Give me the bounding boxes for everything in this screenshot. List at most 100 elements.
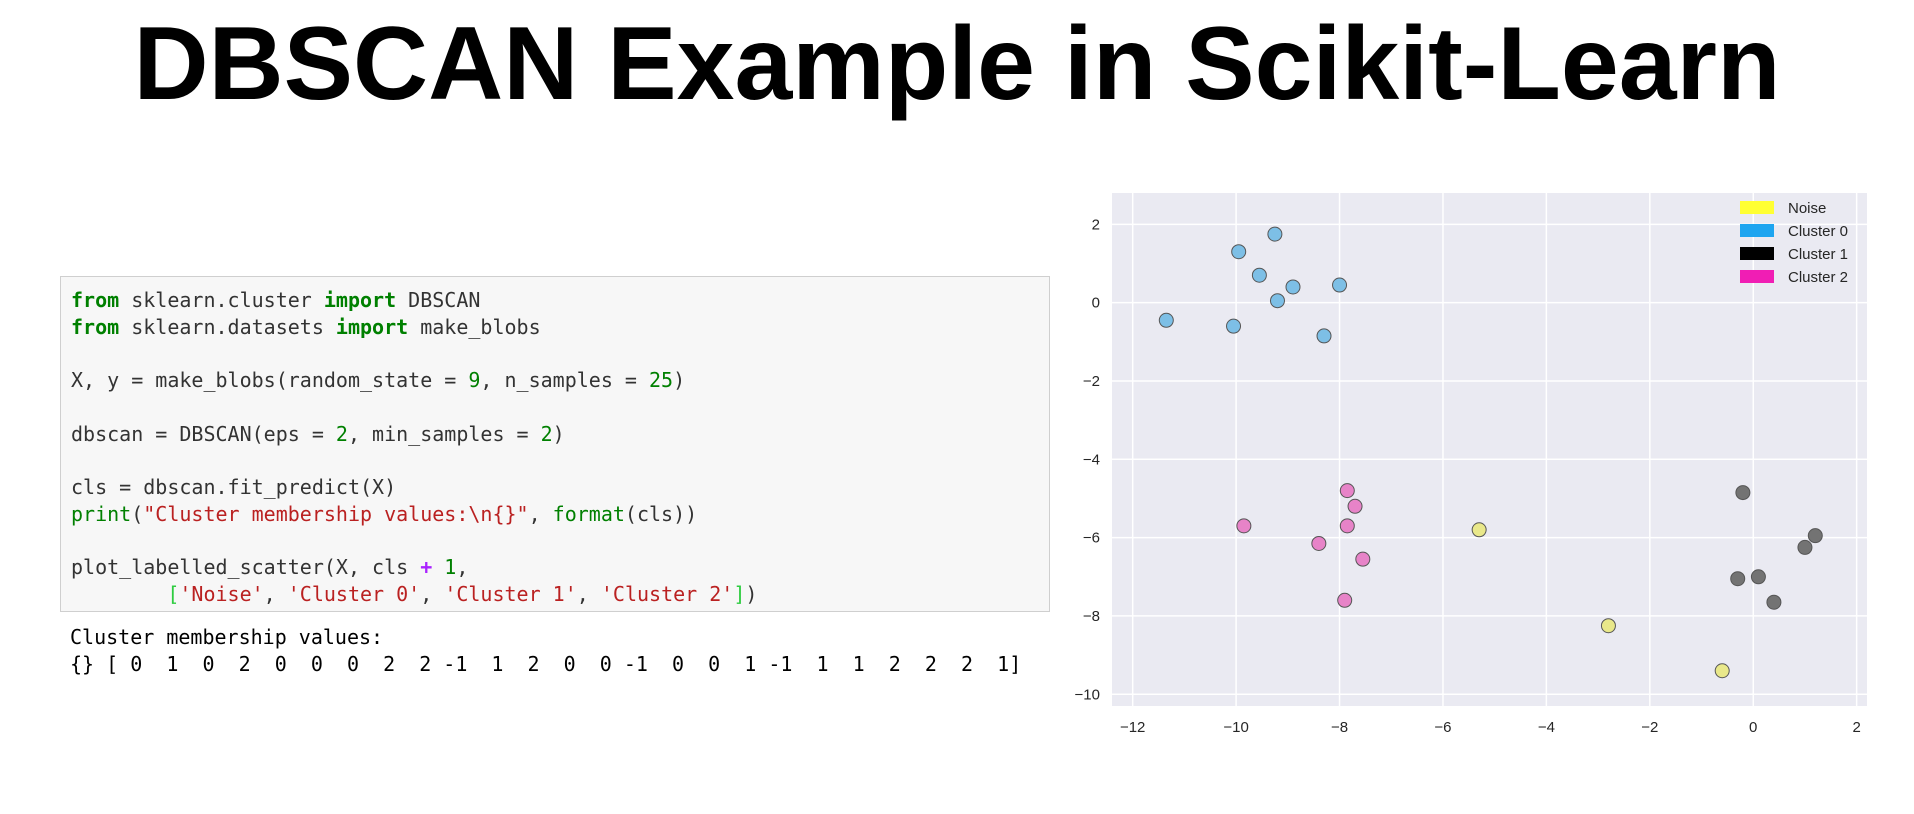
bracket: ] (733, 581, 746, 606)
keyword: import (335, 314, 409, 339)
point-cluster-2 (1236, 518, 1252, 534)
legend-swatch-cluster-1 (1740, 247, 1774, 260)
scatter-chart: −12 −10 −8 −6 −4 −2 0 2 2 0 −2 −4 −6 −8 −10 Noise Clus… (1075, 193, 1867, 736)
point-cluster-1 (1730, 571, 1746, 587)
point-cluster-0 (1285, 279, 1301, 295)
legend-label-cluster-1: Cluster 1 (1788, 246, 1848, 263)
y-tick-label: 0 (1092, 295, 1100, 312)
code-line-4: dbscan = DBSCAN(eps = 2, min_samples = 2… (71, 422, 565, 446)
point-cluster-1 (1807, 528, 1823, 544)
code-text: ) (745, 581, 758, 606)
point-cluster-0 (1269, 293, 1285, 309)
code-text: cls = dbscan.fit_predict(X) (71, 474, 397, 499)
point-cluster-0 (1251, 267, 1267, 283)
output-text: Cluster membership values: {} [ 0 1 0 2 … (70, 624, 1021, 677)
point-cluster-0 (1332, 277, 1348, 293)
point-noise (1471, 522, 1487, 538)
legend-swatch-noise (1740, 201, 1774, 214)
point-cluster-0 (1267, 226, 1283, 242)
string: 'Cluster 2' (600, 581, 734, 606)
x-axis: −12 −10 −8 −6 −4 −2 0 2 (1120, 719, 1861, 736)
point-cluster-1 (1766, 594, 1782, 610)
y-tick-label: −6 (1083, 530, 1100, 547)
builtin: print (71, 501, 132, 526)
code-line-1: from sklearn.cluster import DBSCAN (71, 288, 480, 312)
point-cluster-0 (1226, 318, 1242, 334)
legend-label-cluster-2: Cluster 2 (1788, 269, 1848, 286)
code-text: sklearn.cluster (119, 288, 324, 312)
code-text: dbscan = DBSCAN(eps = (71, 421, 336, 446)
output-line-2: {} [ 0 1 0 2 0 0 0 2 2 -1 1 2 0 0 -1 0 0… (70, 651, 1022, 676)
keyword: import (323, 288, 397, 312)
legend-swatch-cluster-0 (1740, 224, 1774, 237)
number: 2 (540, 421, 553, 446)
point-cluster-2 (1339, 483, 1355, 499)
code-line-2: from sklearn.datasets import make_blobs (71, 315, 541, 339)
code-text: ) (552, 421, 565, 446)
code-text: , n_samples = (480, 368, 649, 393)
number: 2 (335, 421, 348, 446)
keyword: from (71, 288, 120, 312)
point-cluster-2 (1347, 498, 1363, 514)
builtin: format (552, 501, 625, 526)
number: 1 (444, 555, 457, 580)
code-text: , (576, 581, 601, 606)
y-tick-label: 2 (1092, 216, 1100, 233)
x-tick-label: −6 (1434, 719, 1451, 736)
data-points (1158, 226, 1823, 679)
legend-label-noise: Noise (1788, 200, 1826, 217)
string: 'Cluster 1' (444, 581, 577, 606)
output-line-1: Cluster membership values: (70, 625, 384, 649)
point-cluster-1 (1750, 569, 1766, 585)
code-indent (71, 582, 167, 606)
point-noise (1714, 663, 1730, 679)
x-tick-label: −2 (1641, 719, 1658, 736)
bracket: [ (167, 581, 180, 606)
code-text: , (420, 581, 445, 606)
point-cluster-0 (1316, 328, 1332, 344)
point-noise (1600, 618, 1616, 634)
point-cluster-2 (1355, 551, 1371, 567)
code-line-5: cls = dbscan.fit_predict(X) (71, 475, 396, 499)
code-text: plot_labelled_scatter(X, cls (71, 555, 421, 580)
code-text (432, 555, 444, 579)
point-cluster-0 (1158, 312, 1174, 328)
code-text: (cls)) (624, 501, 698, 526)
legend-swatch-cluster-2 (1740, 270, 1774, 283)
code-text: sklearn.datasets (119, 314, 336, 339)
point-cluster-1 (1735, 485, 1751, 501)
number: 9 (468, 368, 481, 393)
code-cell[interactable]: from sklearn.cluster import DBSCAN from … (60, 276, 1050, 612)
cell-output: Cluster membership values: {} [ 0 1 0 2 … (70, 624, 1021, 677)
code-block: from sklearn.cluster import DBSCAN from … (71, 287, 1039, 607)
y-tick-label: −2 (1083, 373, 1100, 390)
code-text: ( (131, 501, 144, 526)
point-cluster-2 (1337, 592, 1353, 608)
operator: + (420, 555, 433, 580)
point-cluster-2 (1339, 518, 1355, 534)
code-text: , (456, 555, 469, 580)
point-cluster-2 (1311, 535, 1327, 551)
code-text: , (528, 501, 553, 526)
y-tick-label: −8 (1083, 608, 1100, 625)
code-text: X, y = make_blobs(random_state = (71, 368, 469, 393)
x-tick-label: −4 (1538, 719, 1555, 736)
page-title: DBSCAN Example in Scikit-Learn (133, 6, 1781, 122)
point-cluster-0 (1231, 244, 1247, 260)
y-tick-label: −10 (1075, 686, 1100, 703)
code-line-7: plot_labelled_scatter(X, cls + 1, (71, 555, 468, 579)
code-line-8: ['Noise', 'Cluster 0', 'Cluster 1', 'Clu… (71, 582, 757, 606)
x-tick-label: 2 (1852, 719, 1860, 736)
keyword: from (71, 314, 120, 339)
y-tick-label: −4 (1083, 451, 1100, 468)
legend-label-cluster-0: Cluster 0 (1788, 223, 1848, 240)
string: 'Cluster 0' (287, 581, 421, 606)
point-cluster-1 (1797, 539, 1813, 555)
legend: Noise Cluster 0 Cluster 1 Cluster 2 (1740, 200, 1848, 286)
x-tick-label: −12 (1120, 719, 1145, 736)
code-text: , (263, 581, 288, 606)
string: "Cluster membership values:\n{}" (143, 501, 529, 526)
code-text: make_blobs (408, 314, 541, 339)
code-text: , min_samples = (347, 421, 541, 446)
x-tick-label: −10 (1223, 719, 1248, 736)
